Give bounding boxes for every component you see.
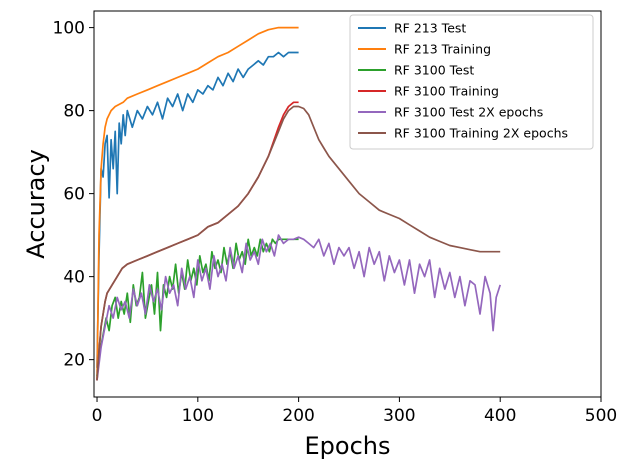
series-line-rf-3100-training-2x-epochs — [96, 105, 501, 381]
series-line-rf-213-test — [96, 51, 299, 368]
legend: RF 213 Test RF 213 Training RF 3100 Test RF… — [349, 14, 594, 150]
x-tick-label: 400 — [484, 406, 516, 426]
series-line-rf-3100-test-2x-epochs — [96, 234, 502, 381]
x-tick-label: 200 — [282, 406, 314, 426]
y-tick-label: 60 — [63, 185, 85, 205]
axes-layer: 0 100 200 300 400 500 20 40 60 80 100 — [53, 19, 618, 426]
x-tick-label: 500 — [585, 406, 617, 426]
y-tick-label: 40 — [63, 268, 85, 288]
x-tick-label: 100 — [182, 406, 214, 426]
series-layer — [96, 26, 502, 381]
legend-entry: RF 213 Test — [394, 21, 466, 36]
y-tick-label: 80 — [63, 102, 85, 122]
x-tick-label: 0 — [92, 406, 103, 426]
x-axis-label: Epochs — [305, 432, 391, 460]
x-tick-label: 300 — [383, 406, 415, 426]
y-axis-label: Accuracy — [22, 149, 50, 259]
y-tick-label: 20 — [63, 351, 85, 371]
legend-entry: RF 3100 Training — [394, 84, 499, 99]
y-tick-label: 100 — [53, 19, 85, 39]
legend-entry: RF 3100 Test — [394, 63, 474, 78]
legend-entry: RF 3100 Test 2X epochs — [394, 105, 543, 120]
legend-entry: RF 3100 Training 2X epochs — [394, 126, 568, 141]
legend-box — [349, 14, 594, 150]
plot-frame — [93, 10, 602, 398]
legend-entry: RF 213 Training — [394, 42, 491, 57]
series-line-rf-213-training — [96, 26, 299, 381]
